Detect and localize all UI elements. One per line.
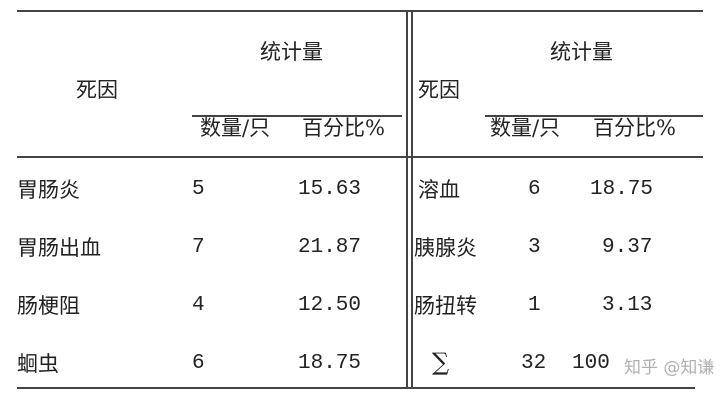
right-row-3-count: 1	[528, 294, 541, 317]
right-count-header: 数量/只	[490, 116, 561, 140]
left-row-1-count: 5	[192, 178, 205, 201]
left-row-3-percent: 12.50	[298, 294, 362, 317]
right-row-2-count: 3	[528, 236, 541, 259]
right-cause-header: 死因	[418, 78, 460, 102]
right-row-1-cause: 溶血	[418, 178, 460, 202]
left-row-4-cause: 蛔虫	[17, 352, 59, 376]
left-row-3-count: 4	[192, 294, 205, 317]
left-count-header: 数量/只	[200, 116, 271, 140]
zhihu-watermark: 知乎 @知谦	[624, 358, 715, 378]
left-row-1-percent: 15.63	[298, 178, 362, 201]
sum-percent: 100	[572, 352, 610, 375]
right-row-1-count: 6	[528, 178, 541, 201]
left-percent-header: 百分比%	[302, 116, 385, 140]
left-row-2-percent: 21.87	[298, 236, 362, 259]
left-row-4-percent: 18.75	[298, 352, 362, 375]
sum-symbol: ∑	[432, 348, 450, 376]
top-rule	[17, 10, 703, 12]
header-bottom-rule	[17, 156, 703, 158]
left-row-2-cause: 胃肠出血	[17, 236, 101, 260]
right-percent-header: 百分比%	[593, 116, 676, 140]
bottom-rule	[17, 387, 695, 389]
sum-count: 32	[521, 352, 547, 375]
right-row-3-percent: 3.13	[602, 294, 653, 317]
right-stats-header: 统计量	[550, 40, 613, 64]
right-row-2-cause: 胰腺炎	[414, 236, 477, 260]
left-cause-header: 死因	[76, 78, 118, 102]
right-row-3-cause: 肠扭转	[414, 294, 477, 318]
left-row-2-count: 7	[192, 236, 205, 259]
left-stats-header: 统计量	[260, 40, 323, 64]
double-divider-a	[406, 10, 408, 389]
left-subheader-rule	[192, 115, 402, 117]
right-row-2-percent: 9.37	[602, 236, 653, 259]
left-row-3-cause: 肠梗阻	[17, 294, 80, 318]
right-subheader-rule	[485, 115, 703, 117]
left-row-1-cause: 胃肠炎	[17, 178, 80, 202]
left-row-4-count: 6	[192, 352, 205, 375]
double-divider-b	[411, 10, 413, 389]
right-row-1-percent: 18.75	[590, 178, 654, 201]
